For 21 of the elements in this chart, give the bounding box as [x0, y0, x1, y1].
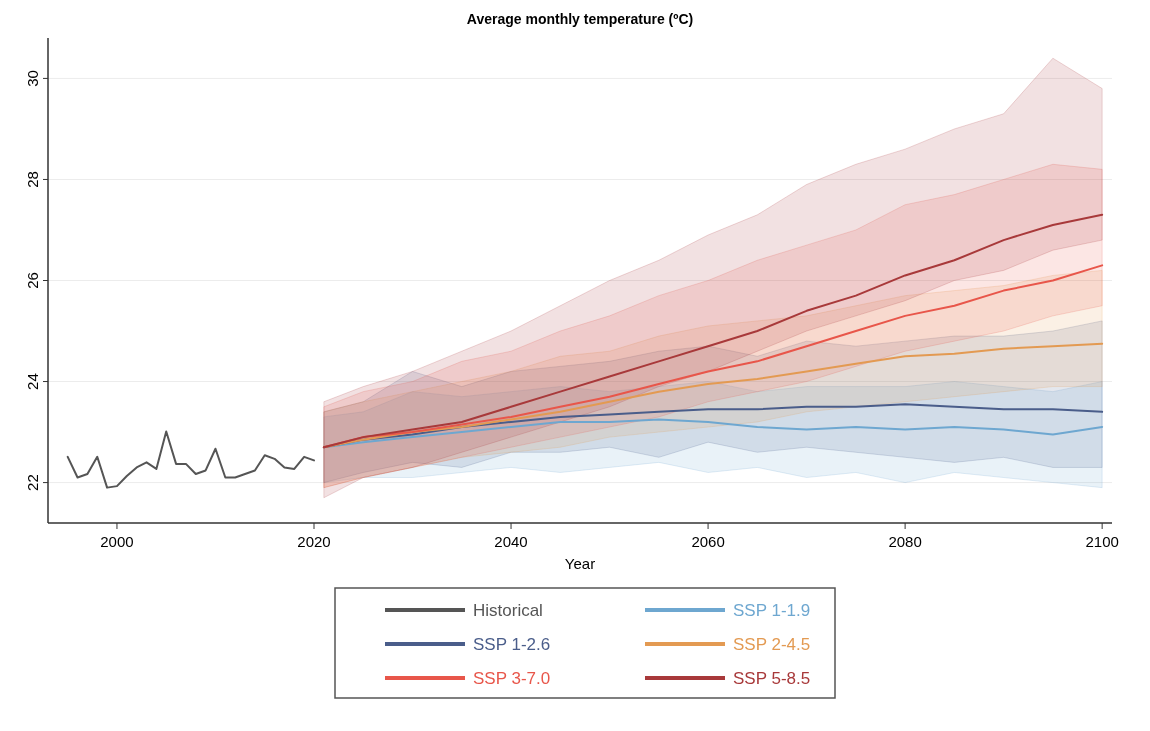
legend-label: SSP 5-8.5	[733, 669, 811, 688]
legend-label: SSP 2-4.5	[733, 635, 811, 654]
legend-label: SSP 3-7.0	[473, 669, 551, 688]
x-tick-label: 2060	[691, 533, 725, 550]
y-tick-label: 28	[24, 171, 41, 188]
chart-title: Average monthly temperature (ºC)	[466, 11, 694, 27]
legend-label: SSP 1-2.6	[473, 635, 551, 654]
line-series	[66, 430, 315, 489]
y-tick-label: 26	[24, 272, 41, 289]
x-axis-title: Year	[564, 555, 596, 572]
y-tick-label: 30	[24, 70, 41, 87]
y-tick-label: 24	[24, 373, 41, 390]
x-tick-label: 2040	[494, 533, 528, 550]
legend-label: SSP 1-1.9	[733, 601, 811, 620]
legend-label: Historical	[473, 601, 543, 620]
x-tick-label: 2100	[1085, 533, 1119, 550]
x-tick-label: 2000	[100, 533, 134, 550]
line-series	[322, 213, 1104, 449]
x-tick-label: 2020	[297, 533, 331, 550]
x-tick-label: 2080	[888, 533, 922, 550]
y-tick-label: 22	[24, 474, 41, 491]
